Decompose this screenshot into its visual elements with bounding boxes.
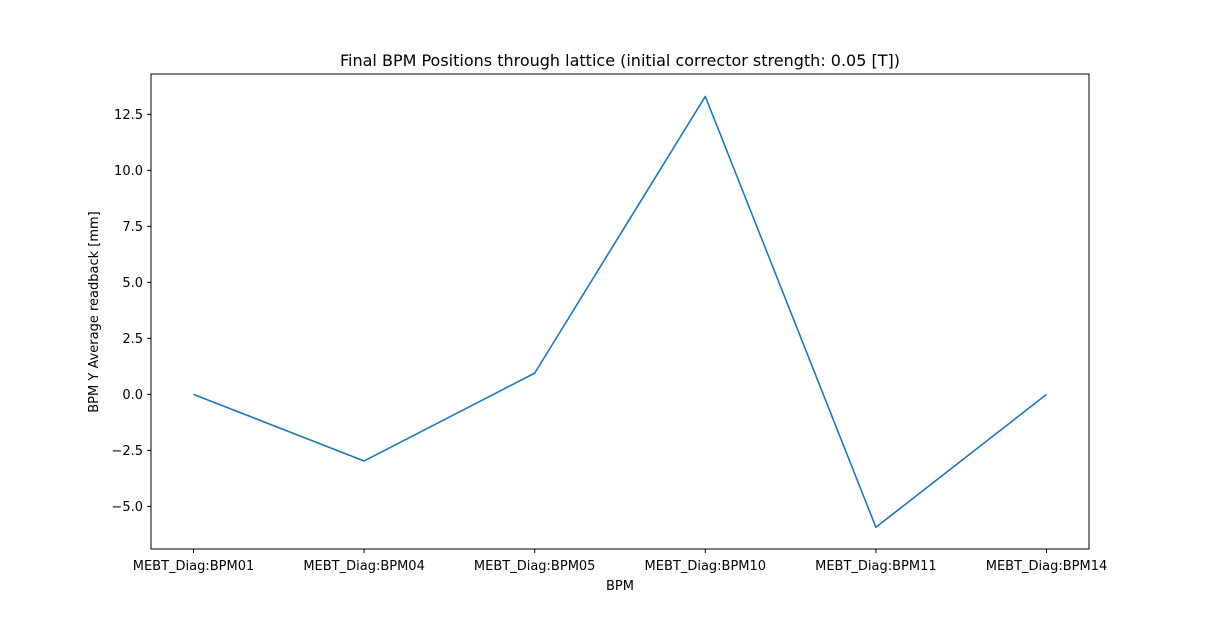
x-tick-label: MEBT_Diag:BPM11	[815, 559, 937, 574]
x-tick-label: MEBT_Diag:BPM04	[303, 559, 425, 574]
series-line	[193, 95, 1047, 529]
x-axis-label: BPM	[606, 579, 634, 594]
y-tick-label: 0.0	[122, 388, 143, 403]
y-axis-label: BPM Y Average readback [mm]	[87, 211, 102, 412]
x-tick-label: MEBT_Diag:BPM05	[474, 559, 596, 574]
y-tick-label: −5.0	[111, 500, 143, 515]
x-tick-label: MEBT_Diag:BPM10	[645, 559, 767, 574]
y-tick-label: 7.5	[122, 220, 143, 235]
x-axis: MEBT_Diag:BPM01 MEBT_Diag:BPM04 MEBT_Diag:…	[133, 549, 1108, 574]
series-layer	[193, 95, 1047, 529]
y-tick-label: −2.5	[111, 444, 143, 459]
y-tick-label: 10.0	[114, 164, 143, 179]
x-tick-label: MEBT_Diag:BPM01	[133, 559, 255, 574]
plot-area-frame	[150, 73, 1090, 550]
y-axis: −5.0 −2.5 0.0 2.5 5.0 7.5 10.0 12.5	[111, 108, 151, 515]
x-tick-label: MEBT_Diag:BPM14	[986, 559, 1108, 574]
y-tick-label: 2.5	[122, 332, 143, 347]
chart-title: Final BPM Positions through lattice (ini…	[340, 51, 900, 70]
y-tick-label: 12.5	[114, 108, 143, 123]
y-tick-label: 5.0	[122, 276, 143, 291]
